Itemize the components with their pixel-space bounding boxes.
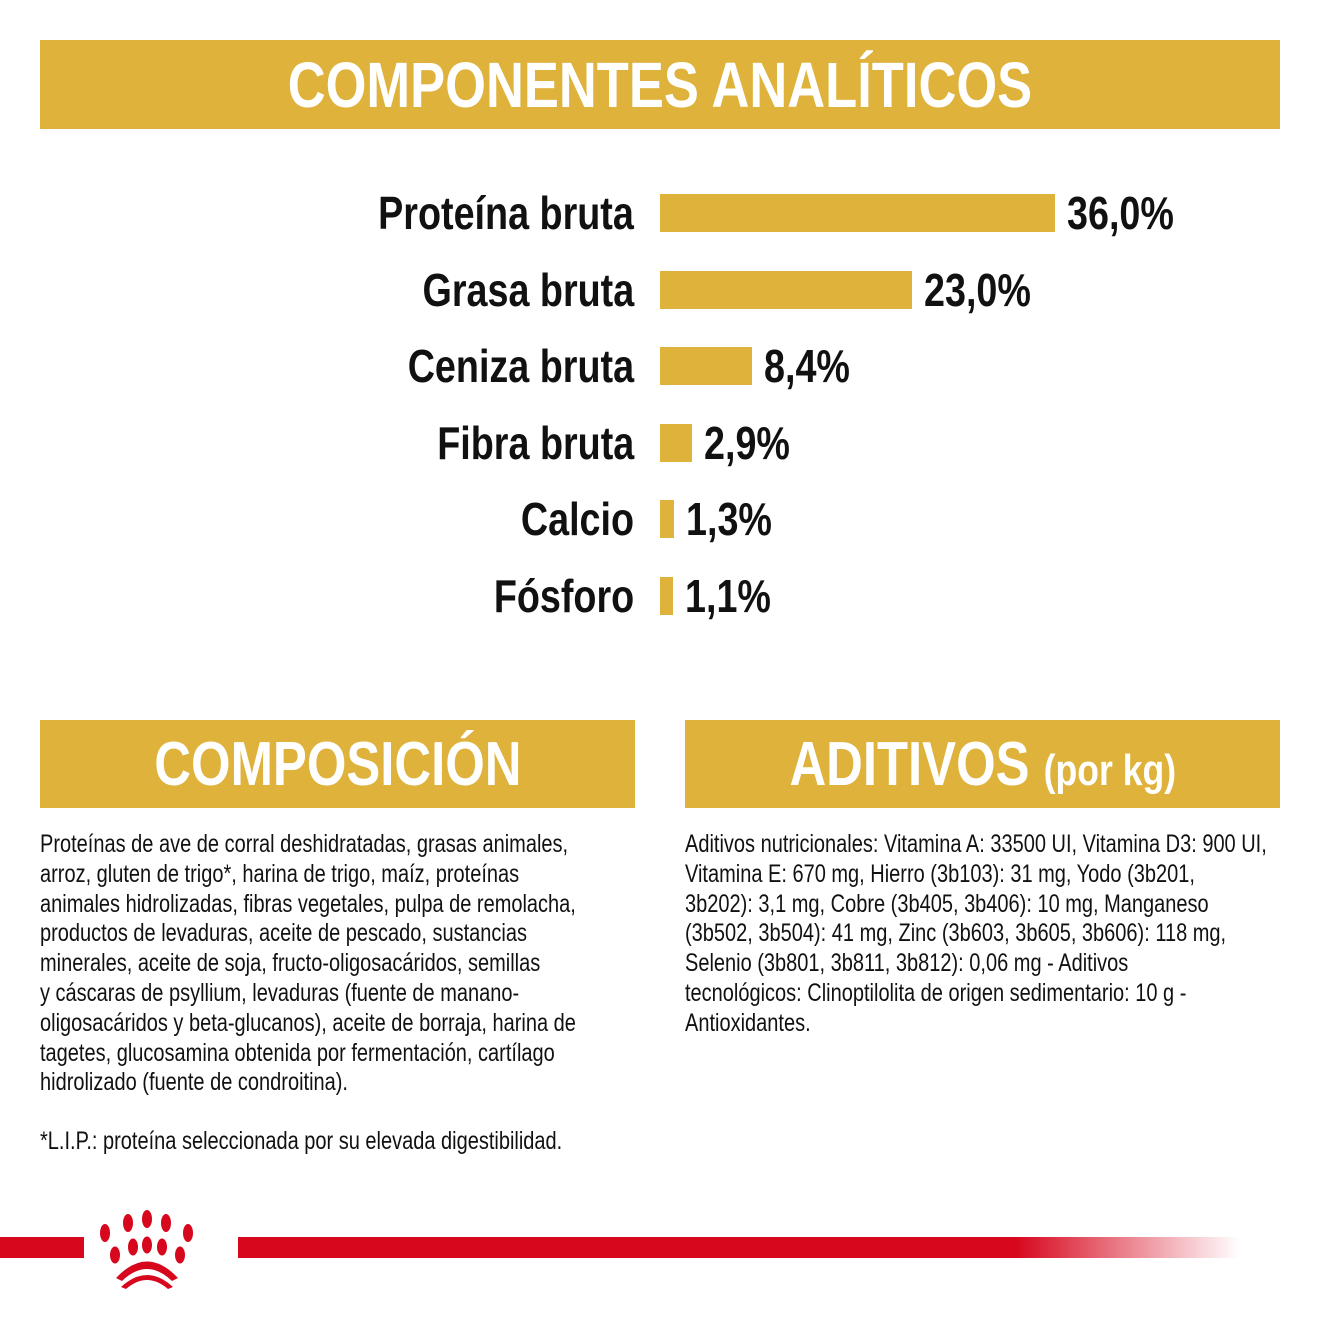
text-line: Vitamina E: 670 mg, Hierro (3b103): 31 m… (685, 859, 1195, 888)
additives-banner: ADITIVOS (por kg) (685, 720, 1280, 808)
text-line: Antioxidantes. (685, 1008, 811, 1037)
composition-title: COMPOSICIÓN (153, 729, 522, 799)
category-label: Proteína bruta (378, 187, 634, 239)
bar (660, 347, 753, 386)
text-line: Aditivos nutricionales: Vitamina A: 3350… (685, 830, 1267, 858)
additives-title: ADITIVOS (por kg) (789, 729, 1176, 800)
analytic-components-chart: Proteína bruta 36,0% Grasa bruta 23,0% Ceniz… (0, 170, 1320, 640)
text-line: tagetes, glucosamina obtenida por fermen… (40, 1038, 555, 1067)
category-label: Grasa bruta (422, 263, 634, 316)
bar (660, 423, 692, 462)
chart-row: Calcio 1,3% (0, 489, 1320, 549)
royal-canin-crown-logo-icon (84, 1205, 238, 1290)
bar (660, 577, 673, 615)
chart-row: Ceniza bruta 8,4% (0, 336, 1320, 396)
text-line: arroz, gluten de trigo*, harina de trigo… (40, 859, 520, 888)
bar (660, 500, 675, 539)
category-label: Calcio (520, 493, 634, 546)
header-banner: COMPONENTES ANALÍTICOS (40, 40, 1280, 129)
composition-text: Proteínas de ave de corral deshidratadas… (40, 830, 710, 1098)
chart-row: Proteína bruta 36,0% (0, 183, 1320, 243)
bar (660, 194, 1055, 232)
additives-title-suffix: (por kg) (1043, 746, 1176, 795)
text-line: animales hidrolizadas, fibras vegetales,… (40, 889, 576, 918)
text-line: Selenio (3b801, 3b811, 3b812): 0,06 mg -… (685, 949, 1129, 978)
value-label: 36,0% (1067, 187, 1174, 239)
category-label: Fósforo (493, 570, 634, 622)
bar (660, 270, 913, 309)
text-line: Proteínas de ave de corral deshidratadas… (40, 830, 569, 858)
composition-banner: COMPOSICIÓN (40, 720, 635, 808)
value-label: 2,9% (703, 416, 790, 469)
text-line: y cáscaras de psyllium, levaduras (fuent… (40, 978, 520, 1007)
text-line: 3b202): 3,1 mg, Cobre (3b405, 3b406): 10… (685, 889, 1209, 918)
text-line: (3b502, 3b504): 41 mg, Zinc (3b603, 3b60… (685, 919, 1227, 948)
text-line: minerales, aceite de soja, fructo-oligos… (40, 949, 541, 978)
chart-row: Fibra bruta 2,9% (0, 413, 1320, 473)
brand-red-stripe (0, 1237, 1240, 1258)
value-label: 1,1% (685, 570, 771, 622)
category-label: Ceniza bruta (407, 340, 634, 393)
composition-footnote-wrap: *L.I.P.: proteína seleccionada por su el… (40, 1127, 693, 1157)
composition-footnote: *L.I.P.: proteína seleccionada por su el… (40, 1127, 563, 1155)
additives-text: Aditivos nutricionales: Vitamina A: 3350… (685, 830, 1320, 1039)
chart-row: Grasa bruta 23,0% (0, 260, 1320, 320)
value-label: 1,3% (686, 493, 773, 546)
text-line: oligosacáridos y beta-glucanos), aceite … (40, 1008, 576, 1037)
value-label: 23,0% (924, 263, 1032, 316)
additives-title-text: ADITIVOS (789, 729, 1030, 799)
chart-row: Fósforo 1,1% (0, 566, 1320, 626)
category-label: Fibra bruta (436, 416, 634, 469)
text-line: hidrolizado (fuente de condroitina). (40, 1068, 348, 1097)
value-label: 8,4% (764, 340, 851, 393)
text-line: productos de levaduras, aceite de pescad… (40, 919, 527, 948)
text-line: tecnológicos: Clinoptilolita de origen s… (685, 978, 1187, 1007)
page-title: COMPONENTES ANALÍTICOS (287, 48, 1033, 121)
